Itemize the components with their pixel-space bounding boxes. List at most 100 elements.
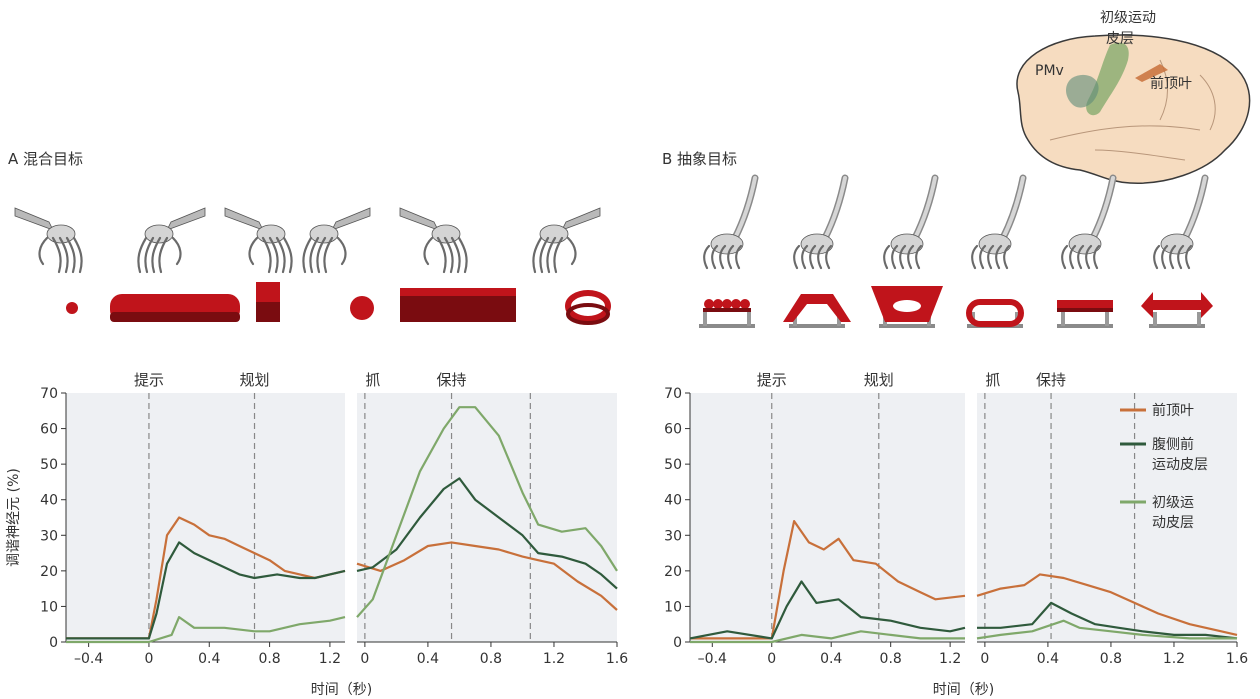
series-line	[690, 519, 966, 640]
trapezoid-handle-icon	[783, 294, 851, 328]
x-tick-label: 0	[767, 651, 776, 667]
y-tick-label: 70	[664, 386, 682, 402]
event-label: 提示	[134, 371, 164, 389]
hand-grip-large-block-icon	[400, 288, 516, 322]
legend-label: 腹侧前	[1152, 436, 1194, 453]
x-tick-label: 1.2	[939, 651, 961, 667]
hand-grip-cube-icon	[256, 282, 280, 322]
panel-b-objects	[699, 174, 1213, 328]
pmv-region	[1066, 74, 1099, 108]
x-tick-label: 1.6	[1226, 651, 1248, 667]
arm-hand-skeleton-icon	[793, 174, 849, 270]
y-tick-label: 0	[673, 635, 682, 651]
parietal-label: 前顶叶	[1150, 75, 1192, 92]
arm-hand-skeleton-icon	[703, 174, 759, 270]
m1-label-line2: 皮层	[1106, 31, 1134, 47]
arm-hand-skeleton-icon	[1153, 174, 1209, 270]
panel-a-title: A 混合目标	[8, 150, 83, 168]
x-axis-label: 时间（秒)	[933, 682, 994, 698]
series-line	[976, 573, 1238, 636]
event-label: 保持	[437, 371, 467, 389]
pmv-label: PMv	[1035, 63, 1064, 79]
series-line	[977, 601, 1238, 640]
event-label: 抓	[365, 371, 380, 389]
arm-hand-skeleton-icon	[1061, 174, 1117, 270]
series-line	[66, 541, 346, 640]
x-tick-label: 0.8	[480, 651, 502, 667]
plot-segment-2	[977, 393, 1237, 642]
x-tick-label: 1.2	[1163, 651, 1185, 667]
event-label: 保持	[1036, 371, 1066, 389]
hand-skeleton-icon	[224, 207, 293, 274]
y-axis-label: 调谐神经元 (%)	[6, 468, 22, 567]
plot-segment-1	[690, 393, 965, 642]
brain-sulcus-2	[1094, 149, 1186, 161]
m1-label: 初级运动	[1100, 9, 1156, 26]
plot-segment-2	[357, 393, 617, 642]
x-tick-label: 0.4	[1037, 651, 1059, 667]
y-tick-label: 50	[664, 457, 682, 473]
y-tick-label: 20	[664, 564, 682, 580]
y-tick-label: 60	[664, 422, 682, 438]
panel-a-objects	[14, 207, 611, 325]
y-tick-label: 10	[40, 599, 58, 615]
plot-segment-1	[66, 393, 345, 642]
x-tick-label: 1.2	[543, 651, 565, 667]
x-tick-label: –0.4	[74, 651, 103, 667]
panel-b-title: B 抽象目标	[662, 150, 737, 168]
x-axis-label: 时间（秒)	[311, 682, 372, 698]
y-tick-label: 50	[40, 457, 58, 473]
event-label: 规划	[864, 371, 894, 389]
y-tick-label: 40	[40, 493, 58, 509]
x-tick-label: –0.4	[698, 651, 727, 667]
y-tick-label: 10	[664, 599, 682, 615]
series-line	[66, 615, 346, 644]
legend-label: 前顶叶	[1152, 402, 1194, 419]
series-line	[356, 477, 618, 590]
x-tick-label: 0.8	[258, 651, 280, 667]
x-tick-label: 0.4	[198, 651, 220, 667]
event-label: 提示	[757, 371, 787, 389]
y-tick-label: 60	[40, 422, 58, 438]
hand-grip-sphere-icon	[350, 296, 374, 320]
y-tick-label: 40	[664, 493, 682, 509]
hand-skeleton-icon	[14, 207, 83, 274]
hand-grip-long-bar-icon	[110, 294, 240, 322]
arm-hand-skeleton-icon	[971, 174, 1027, 270]
series-line	[976, 619, 1237, 640]
y-tick-label: 20	[40, 564, 58, 580]
arrow-handle-icon	[1141, 292, 1213, 328]
x-tick-label: 0.4	[820, 651, 842, 667]
series-line	[66, 516, 346, 640]
series-line	[690, 630, 965, 644]
x-tick-label: 0.8	[880, 651, 902, 667]
hand-grip-small-sphere-icon	[66, 302, 78, 314]
hand-skeleton-icon	[137, 207, 206, 274]
x-tick-label: 0	[980, 651, 989, 667]
hand-skeleton-icon	[302, 207, 371, 274]
hand-grip-ring-icon	[565, 290, 611, 325]
hand-skeleton-icon	[532, 207, 601, 274]
panel-b-chart: 0 10 20 30 40 50 60 70 –0.4 0 0.4 0.8 1.2 0 0.4 0.8 1.2 1…	[664, 371, 1248, 698]
brain-diagram: 初级运动 皮层 PMv 前顶叶	[1016, 9, 1251, 184]
m1-region	[1086, 42, 1129, 116]
x-tick-label: 1.2	[319, 651, 341, 667]
x-tick-label: 1.6	[606, 651, 628, 667]
bar-handle-icon	[1057, 300, 1113, 328]
y-tick-label: 70	[40, 386, 58, 402]
panel-a-chart: 0 10 20 30 40 50 60 70 –0.4 0 0.4 0.8 1.2 0 0.4 0.8 1.2 1…	[6, 371, 628, 698]
x-tick-label: 0	[144, 651, 153, 667]
abacus-handle-icon	[699, 299, 755, 328]
x-tick-label: 0.4	[417, 651, 439, 667]
oval-loop-handle-icon	[966, 299, 1024, 328]
y-tick-label: 30	[664, 528, 682, 544]
brain-sulcus-3	[1159, 59, 1168, 121]
legend-label: 初级运	[1152, 494, 1194, 511]
hand-skeleton-icon	[399, 207, 468, 274]
funnel-handle-icon	[871, 286, 943, 328]
y-tick-label: 30	[40, 528, 58, 544]
event-label: 抓	[985, 371, 1000, 389]
parietal-region	[1135, 64, 1168, 82]
brain-sulcus-4	[1199, 74, 1216, 131]
